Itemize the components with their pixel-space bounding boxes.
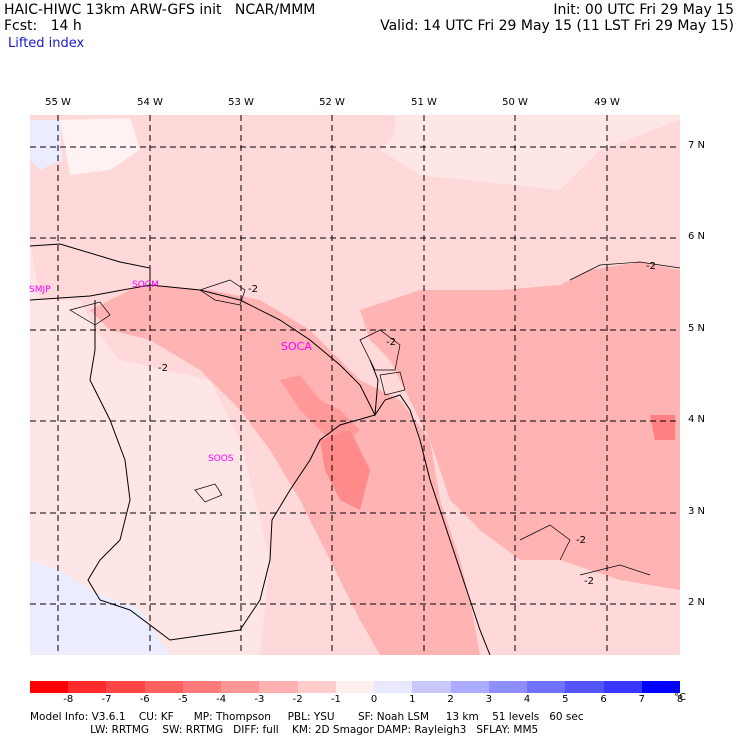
model-info-line1: Model Info: V3.6.1 CU: KF MP: Thompson P…: [30, 711, 584, 723]
lon-label: 52 W: [319, 97, 345, 108]
lon-label: 50 W: [502, 97, 528, 108]
suriname-border: [29, 243, 151, 285]
contour-label: -2: [248, 284, 258, 295]
station-soca: SOCA: [281, 340, 312, 353]
graticule: [30, 115, 680, 655]
lon-label: 53 W: [228, 97, 254, 108]
colorbar-swatch: [30, 681, 69, 693]
init-time: Init: 00 UTC Fri 29 May 15: [553, 2, 734, 18]
colorbar-swatch: [297, 681, 336, 693]
colorbar-tick-label: -1: [330, 694, 341, 705]
lightest-region-nw: [30, 120, 62, 170]
lat-label: 4 N: [688, 414, 706, 425]
interior-border: [87, 300, 376, 641]
colorbar-swatch: [259, 681, 298, 693]
contour-label: -2: [158, 363, 168, 374]
field-name: Lifted index: [8, 36, 85, 51]
colorbar-tick-label: -5: [177, 694, 188, 705]
lat-label: 6 N: [688, 231, 706, 242]
colorbar-swatch: [144, 681, 183, 693]
valid-time: Valid: 14 UTC Fri 29 May 15 (11 LST Fri …: [380, 18, 734, 34]
medium-region-east: [360, 262, 680, 590]
coastline: [29, 284, 491, 656]
colorbar-swatch: [182, 681, 222, 693]
lon-label: 55 W: [45, 97, 71, 108]
colorbar-swatch: [412, 681, 451, 693]
colorbar-swatch: [603, 681, 642, 693]
contour-label: -2: [584, 576, 594, 587]
lat-label: 7 N: [688, 140, 706, 151]
medium-region-central: [90, 285, 480, 655]
station-sods: SOOS: [208, 454, 234, 464]
light-region-north: [30, 115, 680, 190]
model-info-line2: LW: RRTMG SW: RRTMG DIFF: full KM: 2D Sm…: [30, 724, 539, 736]
colorbar-tick-label: 1: [409, 694, 416, 705]
colorbar-swatch: [106, 681, 145, 693]
dark-region-3: [650, 415, 675, 440]
colorbar-tick-label: -7: [101, 694, 112, 705]
colorbar-swatch: [374, 681, 413, 693]
colorbar-swatch: [641, 681, 680, 693]
colorbar-tick-label: 0: [370, 694, 378, 705]
colorbar-tick-label: 8: [676, 694, 684, 705]
colorbar-tick-label: 4: [523, 694, 531, 705]
lat-label: 2 N: [688, 597, 706, 608]
colorbar-tick-label: -2: [292, 694, 303, 705]
contour-label: -2: [576, 535, 586, 546]
colorbar-swatch: [488, 681, 528, 693]
colorbar-tick-label: -8: [63, 694, 74, 705]
colorbar-swatch: [335, 681, 375, 693]
contour-label: -2: [386, 337, 396, 348]
french-guiana-border: [369, 359, 379, 416]
colorbar-swatch: [450, 681, 489, 693]
colorbar-tick-label: -4: [216, 694, 227, 705]
coastlines-borders: [29, 243, 491, 656]
lon-label: 54 W: [137, 97, 163, 108]
contour-label: -2: [646, 261, 656, 272]
colorbar-tick-label: 5: [562, 694, 569, 705]
lon-label: 49 W: [594, 97, 620, 108]
colorbar-swatch: [565, 681, 604, 693]
colorbar-tick-label: 7: [638, 694, 645, 705]
forecast-hour: Fcst: 14 h: [4, 18, 82, 34]
colorbar-tick-label: 3: [485, 694, 492, 705]
station-smjp: SMJP: [29, 285, 51, 295]
station-socm: SOCM: [132, 280, 159, 290]
colorbar-swatch: [221, 681, 260, 693]
model-title: HAIC-HIWC 13km ARW-GFS init NCAR/MMM: [4, 2, 316, 18]
colorbar-tick-label: 6: [600, 694, 607, 705]
contours: [69, 261, 681, 576]
colorbar-swatch: [527, 681, 566, 693]
colorbar-tick-label: -3: [254, 694, 265, 705]
dark-region-1: [280, 375, 360, 450]
colorbar: [30, 681, 680, 693]
colorbar-tick-label: -6: [139, 694, 150, 705]
lon-label: 51 W: [411, 97, 437, 108]
colorbar-unit: °C: [674, 692, 686, 703]
lightest-region-sw: [30, 560, 170, 655]
colorbar-tick-label: 2: [447, 694, 454, 705]
lat-label: 5 N: [688, 323, 706, 334]
colorbar-swatch: [68, 681, 107, 693]
lat-label: 3 N: [688, 506, 706, 517]
